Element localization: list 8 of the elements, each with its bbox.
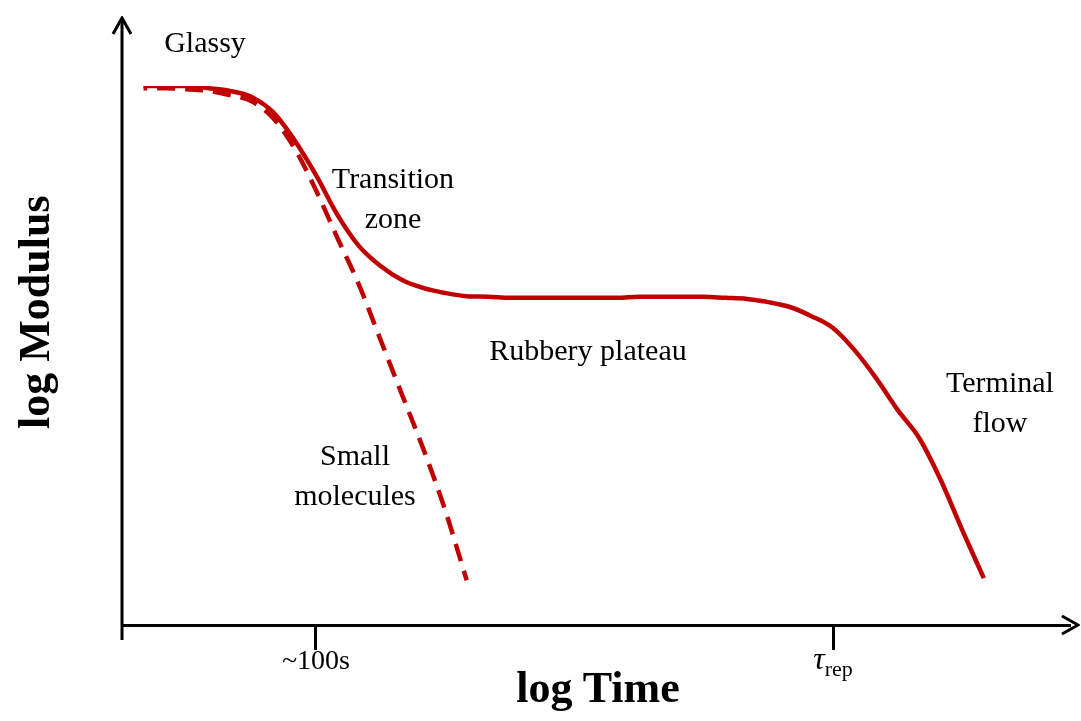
annotation: Terminal flow xyxy=(945,364,1055,440)
x-axis-title: log Time xyxy=(515,662,681,713)
text: Glassy xyxy=(163,24,247,60)
y-axis-title: log Modulus xyxy=(9,194,60,431)
x-tick-label: ~100s xyxy=(281,644,350,675)
annotation: Small molecules xyxy=(293,437,417,513)
annotation: Transition zone xyxy=(330,160,456,236)
annotation: Rubbery plateau xyxy=(488,332,688,368)
